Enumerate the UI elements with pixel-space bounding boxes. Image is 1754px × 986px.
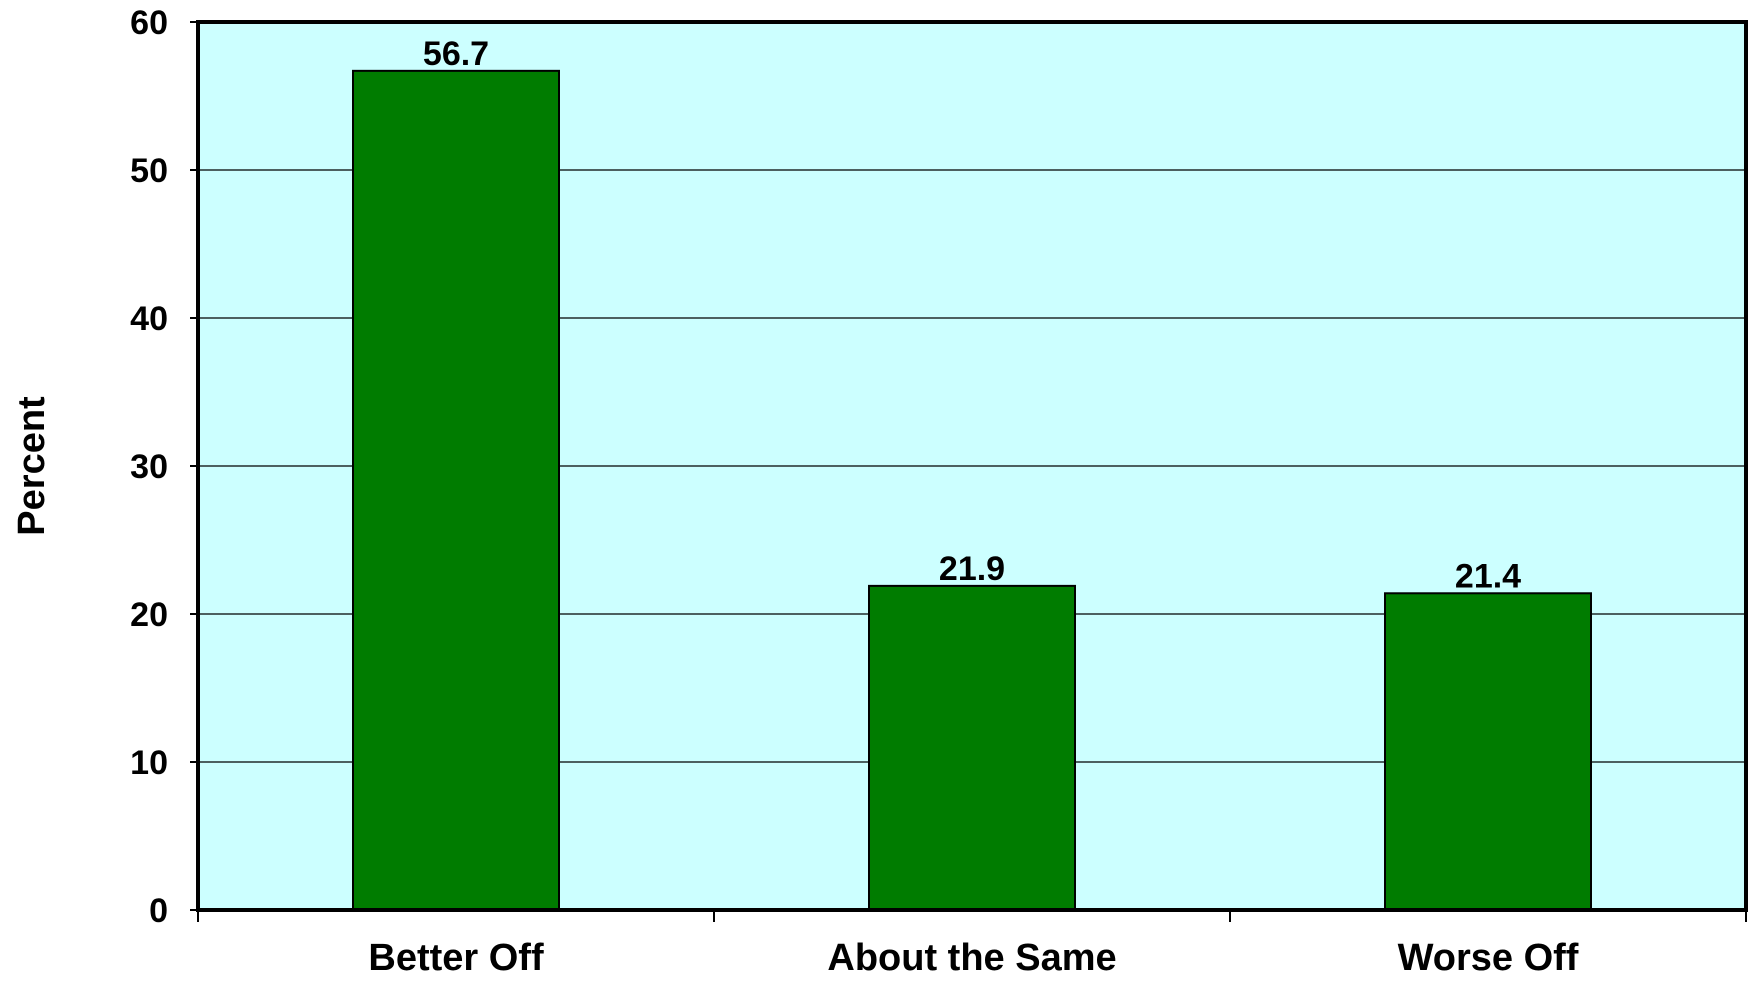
- y-tick-label: 50: [130, 152, 168, 190]
- y-axis-ticks: 0 10 20 30 40 50 60: [130, 4, 198, 930]
- y-axis-title: Percent: [11, 396, 53, 536]
- data-label: 56.7: [423, 35, 489, 73]
- x-category-label: Worse Off: [1398, 937, 1579, 979]
- data-label: 21.4: [1455, 557, 1521, 595]
- data-label: 21.9: [939, 550, 1005, 588]
- y-tick-label: 20: [130, 596, 168, 634]
- y-tick-label: 60: [130, 4, 168, 42]
- bar: [352, 69, 560, 911]
- x-category-label: Better Off: [368, 937, 544, 979]
- x-category-label: About the Same: [827, 937, 1116, 979]
- y-tick-label: 30: [130, 448, 168, 486]
- bar: [1384, 592, 1592, 912]
- bar: [868, 584, 1076, 911]
- y-tick-label: 40: [130, 300, 168, 338]
- data-labels: 56.7 21.9 21.4: [423, 35, 1521, 595]
- bars: [352, 69, 1592, 912]
- y-tick-label: 10: [130, 744, 168, 782]
- x-axis-ticks: Better Off About the Same Worse Off: [197, 910, 1747, 979]
- y-tick-label: 0: [149, 892, 168, 930]
